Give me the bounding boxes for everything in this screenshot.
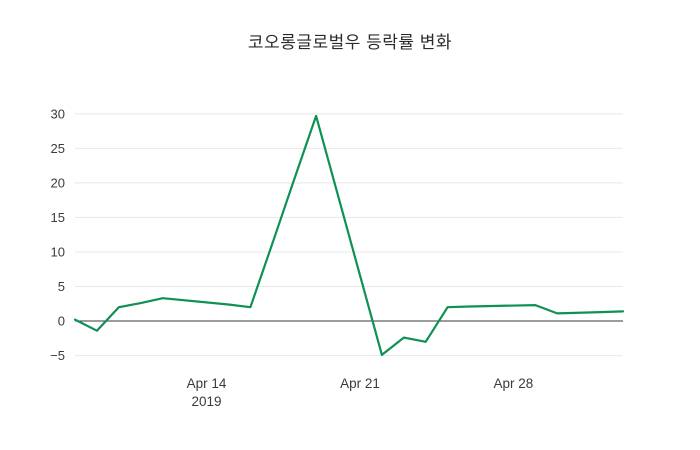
y-tick-label: 20 bbox=[51, 175, 65, 190]
x-tick-sublabel: 2019 bbox=[191, 394, 221, 409]
y-tick-label: −5 bbox=[50, 348, 65, 363]
x-tick-label: Apr 21 bbox=[340, 376, 380, 391]
x-tick-label: Apr 28 bbox=[494, 376, 534, 391]
y-tick-label: 30 bbox=[51, 106, 65, 121]
series-line bbox=[73, 114, 625, 356]
y-tick-label: 10 bbox=[51, 244, 65, 259]
chart-title: 코오롱글로벌우 등락률 변화 bbox=[247, 33, 453, 52]
y-tick-label: 25 bbox=[51, 141, 65, 156]
y-tick-label: 0 bbox=[58, 314, 65, 329]
y-tick-label: 5 bbox=[58, 279, 65, 294]
x-tick-label: Apr 14 bbox=[187, 376, 227, 391]
y-tick-label: 15 bbox=[51, 210, 65, 225]
